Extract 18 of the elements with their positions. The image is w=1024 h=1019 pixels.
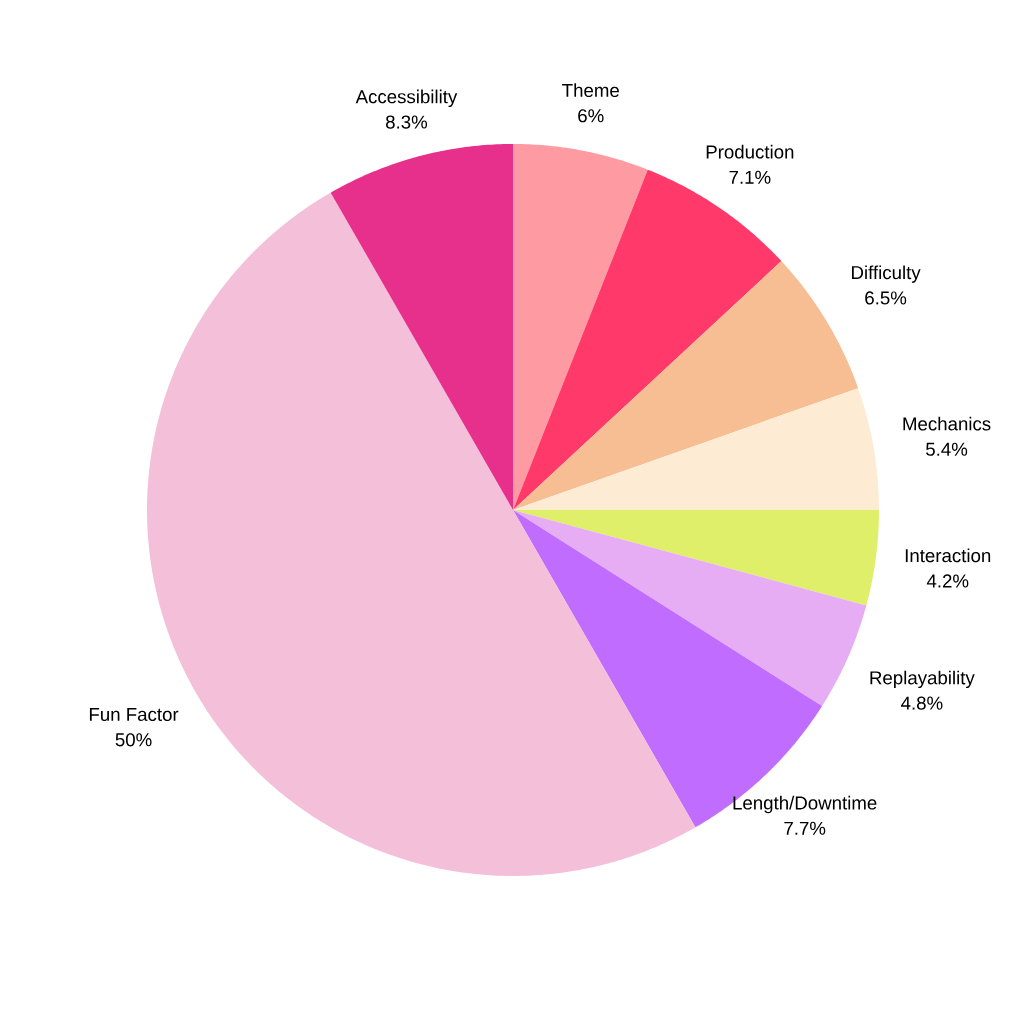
- data-label: 6%: [578, 109, 604, 123]
- data-label: 6.5%: [865, 291, 907, 305]
- slice-label: Theme: [562, 83, 619, 98]
- data-label: 4.8%: [901, 696, 943, 710]
- slice-label: Mechanics: [903, 416, 991, 431]
- slice-label: Fun Factor: [89, 708, 179, 722]
- data-label: 7.7%: [784, 821, 826, 835]
- slice-label: Interaction: [905, 548, 991, 563]
- data-label: 5.4%: [926, 442, 968, 456]
- data-label: 7.1%: [729, 170, 771, 184]
- slice-label: Replayability: [870, 670, 975, 689]
- slice-label: Difficulty: [852, 265, 921, 283]
- data-label: 50%: [115, 733, 152, 747]
- slice-label: Accessibility: [355, 89, 458, 108]
- data-label: 4.2%: [926, 574, 969, 588]
- slice-label: Production: [706, 144, 794, 159]
- slice-label: Length/Downtime: [733, 795, 877, 814]
- data-label: 8.3%: [385, 115, 428, 129]
